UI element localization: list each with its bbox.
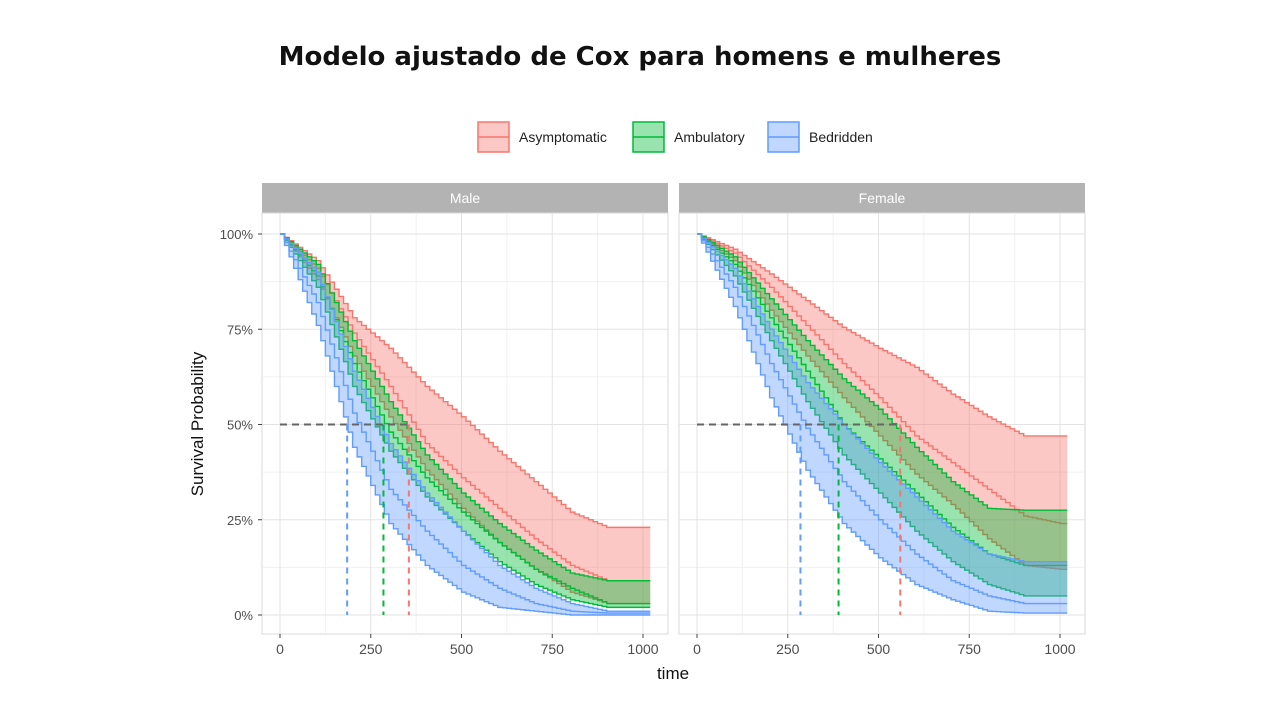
x-tick-label: 250: [776, 641, 800, 657]
y-tick-label: 50%: [227, 418, 253, 433]
facet-strip: [679, 183, 1085, 213]
upper-line: [280, 233, 651, 612]
chart-title: Modelo ajustado de Cox para homens e mul…: [278, 42, 1002, 72]
x-tick-label: 750: [541, 641, 565, 657]
y-axis-label: Survival Probability: [188, 351, 207, 496]
upper-line: [697, 233, 1068, 563]
legend-label: Bedridden: [809, 129, 873, 145]
legend-item-asymptomatic: Asymptomatic: [477, 121, 607, 153]
upper-line: [697, 233, 1068, 437]
x-tick-label: 250: [359, 641, 383, 657]
estimate-line: [280, 233, 651, 605]
panel-male: Male 0 250 500 750 1000 0% 25% 50% 75% 100%: [220, 183, 669, 657]
y-tick-label: 25%: [227, 513, 253, 528]
x-tick-label: 1000: [627, 641, 658, 657]
upper-line: [280, 233, 651, 582]
legend-item-ambulatory: Ambulatory: [632, 121, 745, 153]
confidence-band: [280, 234, 651, 604]
estimate-line: [280, 233, 651, 582]
confidence-band: [697, 234, 1068, 570]
lower-line: [697, 233, 1068, 614]
x-tick-label: 1000: [1044, 641, 1075, 657]
x-axis-label: time: [657, 664, 689, 683]
estimate-line: [697, 233, 1068, 605]
legend-label: Ambulatory: [674, 129, 745, 145]
lower-line: [697, 233, 1068, 597]
lower-line: [280, 233, 651, 616]
series-bedridden: [697, 233, 1068, 614]
facet-label: Female: [859, 190, 906, 206]
y-tick-label: 0%: [234, 608, 253, 623]
confidence-band: [697, 234, 1068, 596]
panel-female: Female 0 250 500 750 1000: [678, 183, 1086, 657]
y-tick-label: 75%: [227, 322, 253, 337]
confidence-band: [280, 234, 651, 608]
y-tick-label: 100%: [220, 227, 254, 242]
estimate-line: [280, 233, 651, 614]
facet-strip: [262, 183, 668, 213]
x-tick-label: 500: [867, 641, 891, 657]
legend-item-bedridden: Bedridden: [767, 121, 873, 153]
x-tick-label: 750: [958, 641, 982, 657]
facet-label: Male: [450, 190, 481, 206]
upper-line: [280, 233, 651, 529]
x-tick-label: 0: [693, 641, 701, 657]
legend-label: Asymptomatic: [519, 129, 607, 145]
x-tick-label: 0: [276, 641, 284, 657]
upper-line: [697, 233, 1068, 511]
confidence-band: [697, 234, 1068, 614]
x-tick-label: 500: [450, 641, 474, 657]
